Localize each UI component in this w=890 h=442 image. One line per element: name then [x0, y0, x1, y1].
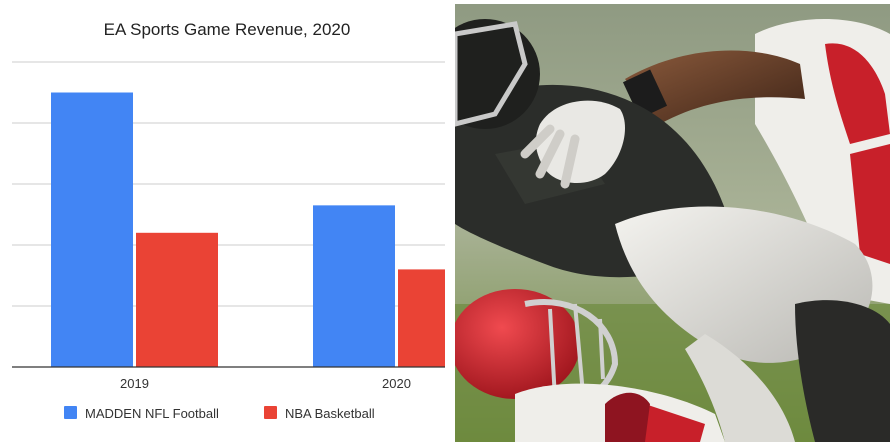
- legend-swatch[interactable]: [264, 406, 277, 419]
- bar-nba-basketball-2020[interactable]: [398, 269, 445, 367]
- x-tick-label: 2020: [382, 376, 411, 391]
- legend-label[interactable]: NBA Basketball: [285, 406, 375, 421]
- legend[interactable]: MADDEN NFL Football NBA Basketball: [64, 406, 375, 421]
- bars: [51, 92, 445, 368]
- bar-madden-nfl-football-2019[interactable]: [51, 92, 133, 368]
- x-tick-labels: 2019 2020: [120, 376, 411, 391]
- football-scene-illustration: [455, 4, 890, 442]
- chart-title: EA Sports Game Revenue, 2020: [104, 20, 351, 39]
- bar-chart: EA Sports Game Revenue, 2020 2019 2020 MA…: [12, 20, 445, 421]
- bar-madden-nfl-football-2020[interactable]: [313, 205, 395, 367]
- player-arm: [625, 50, 805, 124]
- chart-panel: EA Sports Game Revenue, 2020 2019 2020 MA…: [12, 20, 445, 421]
- white-glove: [535, 100, 625, 184]
- x-tick-label: 2019: [120, 376, 149, 391]
- legend-label[interactable]: MADDEN NFL Football: [85, 406, 219, 421]
- bar-nba-basketball-2019[interactable]: [136, 232, 218, 367]
- football-game-image: [455, 4, 890, 442]
- legend-swatch[interactable]: [64, 406, 77, 419]
